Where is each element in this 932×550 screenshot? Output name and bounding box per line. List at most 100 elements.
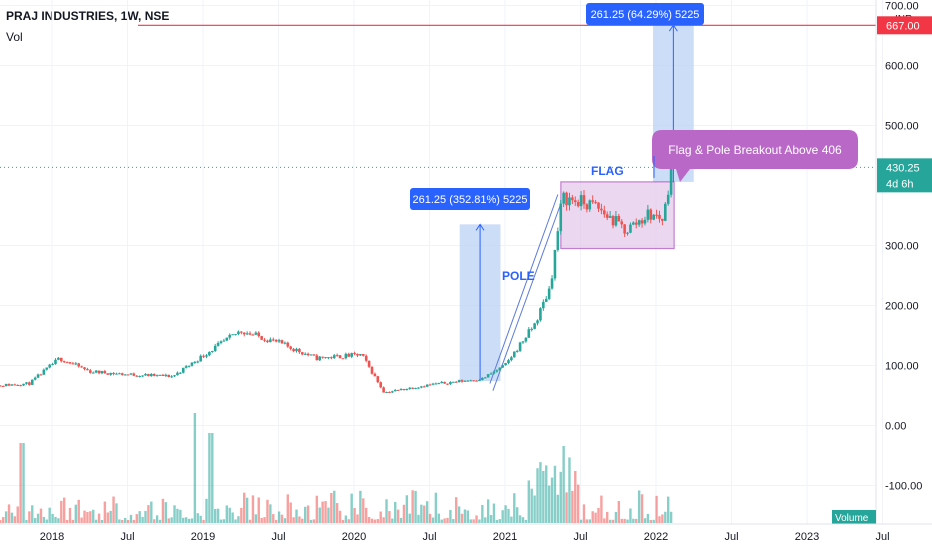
volume-bar-57 xyxy=(155,515,159,523)
candle-body-99 xyxy=(277,340,281,342)
volume-bar-118 xyxy=(333,490,336,523)
volume-bar-74 xyxy=(205,498,208,523)
volume-bar-173 xyxy=(492,503,496,523)
breakout-callout-text: Flag & Pole Breakout Above 406 xyxy=(668,143,842,157)
candle-body-143 xyxy=(405,388,409,391)
candle-body-159 xyxy=(452,381,455,383)
candle-body-25 xyxy=(62,361,66,363)
candle-body-50 xyxy=(135,375,139,377)
candle-body-109 xyxy=(306,353,310,356)
volume-bar-49 xyxy=(132,519,136,523)
volume-bar-187 xyxy=(533,495,536,523)
candle-body-62 xyxy=(170,376,173,378)
candle-body-116 xyxy=(327,357,330,359)
volume-bar-217 xyxy=(620,518,623,523)
volume-bar-77 xyxy=(213,508,217,523)
candle-body-227 xyxy=(649,209,653,220)
volume-bar-204 xyxy=(582,504,586,523)
volume-bar-210 xyxy=(600,495,603,523)
x-tick-6: 2021 xyxy=(493,531,517,543)
volume-bar-154 xyxy=(437,513,440,523)
x-tick-5: Jul xyxy=(422,531,436,543)
volume-bar-119 xyxy=(335,503,339,523)
volume-bar-108 xyxy=(304,506,307,523)
volume-bar-107 xyxy=(301,518,304,523)
volume-bar-36 xyxy=(94,519,98,523)
volume-bar-3 xyxy=(0,519,2,523)
volume-bar-12 xyxy=(25,519,28,523)
candle-body-4 xyxy=(1,385,5,387)
last-price-badge: 430.25 xyxy=(886,162,920,174)
candle-body-139 xyxy=(393,389,397,392)
candle-body-56 xyxy=(152,373,156,376)
volume-tag: Volume xyxy=(835,513,869,524)
candle-body-115 xyxy=(324,357,327,359)
volume-bar-84 xyxy=(234,519,237,523)
candle-body-144 xyxy=(408,387,412,389)
candle-body-186 xyxy=(530,328,534,330)
candle-body-141 xyxy=(399,389,403,391)
volume-bar-207 xyxy=(591,511,594,523)
volume-bar-8 xyxy=(13,516,17,523)
y-tick-2: 100.00 xyxy=(885,361,919,373)
volume-bar-213 xyxy=(608,519,612,523)
candle-body-95 xyxy=(266,340,269,343)
volume-bar-159 xyxy=(452,519,455,523)
candle-body-204 xyxy=(582,195,586,205)
candle-body-148 xyxy=(420,386,423,388)
candle-body-45 xyxy=(120,373,124,375)
candle-body-69 xyxy=(190,362,194,366)
volume-bar-202 xyxy=(576,484,580,523)
candle-body-96 xyxy=(269,339,272,343)
volume-bar-150 xyxy=(425,501,429,523)
volume-bar-98 xyxy=(274,519,278,523)
volume-bar-88 xyxy=(245,497,249,523)
volume-bar-188 xyxy=(536,468,539,523)
candle-body-207 xyxy=(591,200,594,202)
candle-body-129 xyxy=(364,355,368,361)
measure-arrowhead-left xyxy=(475,223,485,231)
volume-bar-221 xyxy=(632,518,635,523)
candle-body-112 xyxy=(315,355,319,361)
candle-body-48 xyxy=(129,373,133,375)
volume-bar-125 xyxy=(353,507,356,523)
candle-body-146 xyxy=(414,388,417,390)
candle-body-220 xyxy=(629,224,632,233)
volume-bar-94 xyxy=(263,517,266,523)
volume-indicator-label[interactable]: Vol xyxy=(6,30,23,44)
candle-body-15 xyxy=(33,377,37,380)
y-tick-5: 500.00 xyxy=(885,121,919,133)
candle-body-98 xyxy=(274,339,278,342)
candle-body-76 xyxy=(210,350,214,352)
candle-body-147 xyxy=(417,387,420,389)
volume-bar-79 xyxy=(219,519,223,523)
volume-bar-37 xyxy=(97,513,101,523)
candle-body-185 xyxy=(527,329,531,338)
volume-bar-143 xyxy=(405,495,409,523)
candle-body-134 xyxy=(379,382,383,388)
candle-body-68 xyxy=(187,365,191,367)
volume-bar-95 xyxy=(266,499,269,523)
volume-bar-132 xyxy=(373,519,377,523)
candles xyxy=(0,165,673,394)
volume-bar-99 xyxy=(277,511,281,523)
volume-bar-78 xyxy=(216,508,220,523)
volume-bar-152 xyxy=(431,517,435,523)
candle-body-155 xyxy=(440,381,443,384)
candle-body-133 xyxy=(376,376,380,383)
volume-bar-32 xyxy=(83,510,86,523)
candle-body-88 xyxy=(245,333,249,335)
volume-bar-117 xyxy=(330,493,333,523)
candle-body-178 xyxy=(507,360,510,364)
candle-body-176 xyxy=(501,365,504,368)
pole-channel-line-1 xyxy=(492,203,562,391)
candle-body-19 xyxy=(45,367,49,370)
candle-body-211 xyxy=(603,210,606,215)
volume-bar-124 xyxy=(350,493,353,523)
pole-channel-line-2 xyxy=(489,194,559,384)
volume-bar-40 xyxy=(106,512,109,523)
candle-body-30 xyxy=(77,363,81,367)
volume-bar-157 xyxy=(446,517,449,523)
candle-body-24 xyxy=(59,357,63,362)
